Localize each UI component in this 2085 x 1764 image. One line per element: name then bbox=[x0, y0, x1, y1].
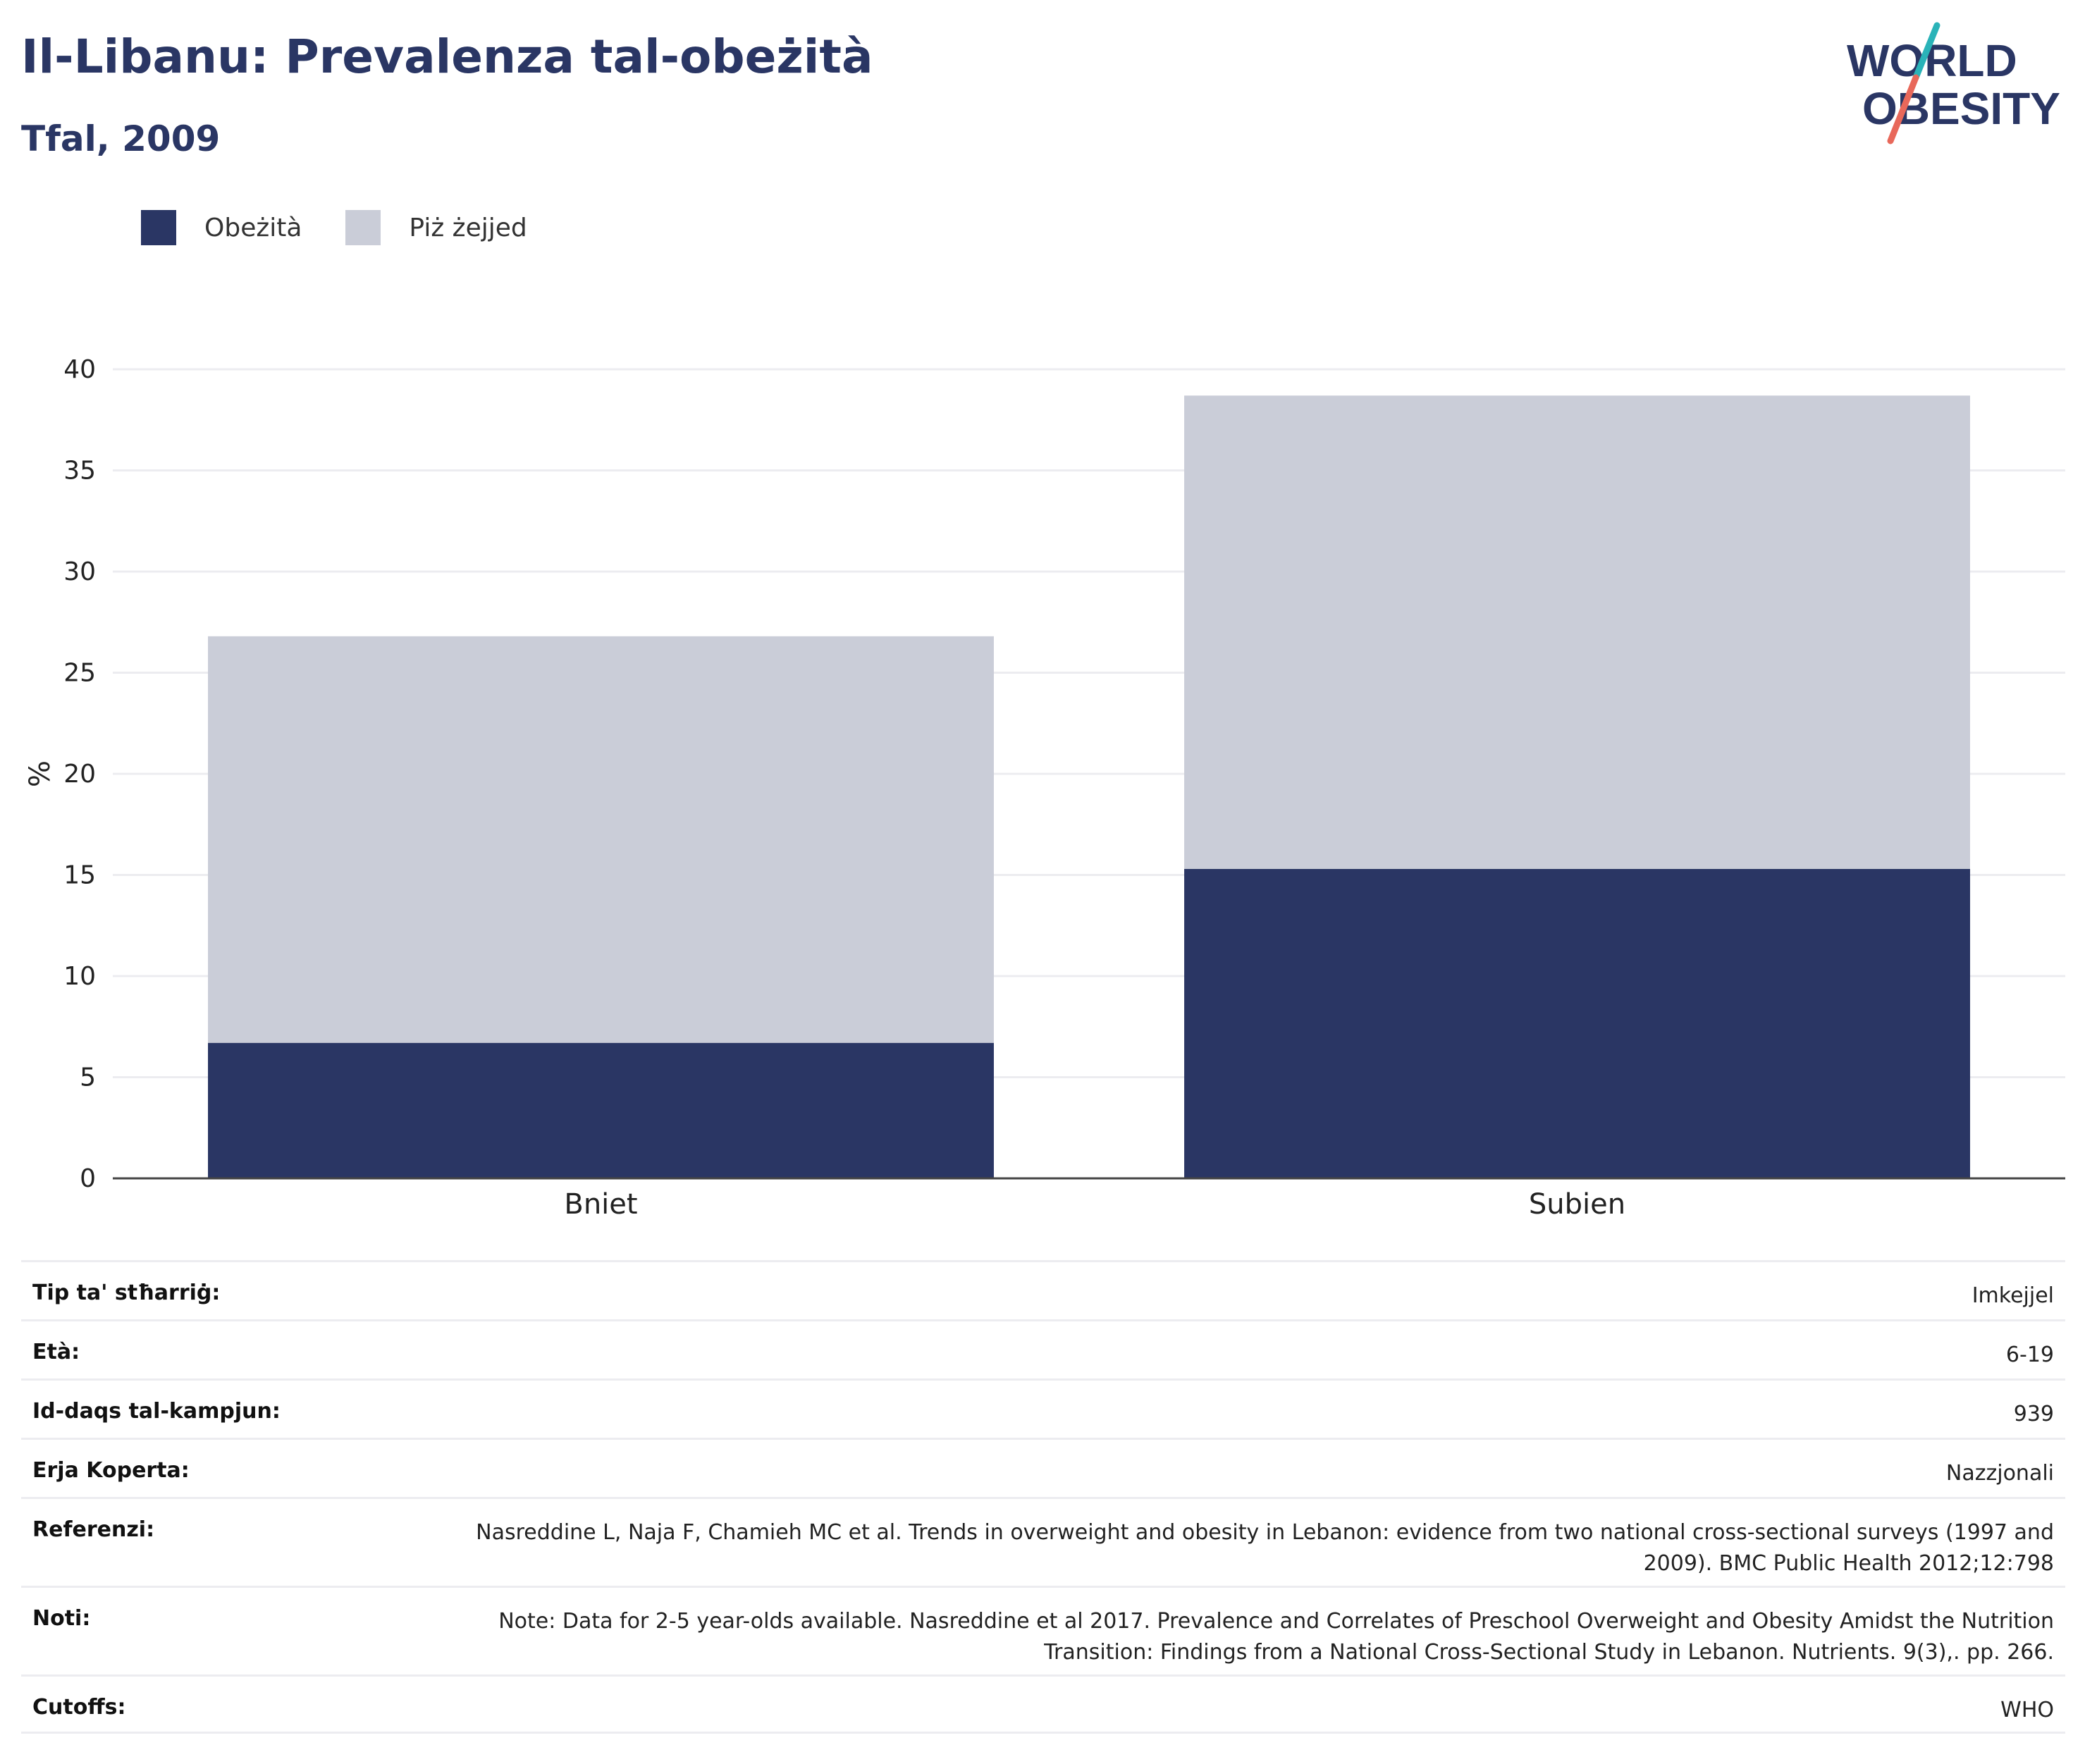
info-label: Tip ta' stħarriġ: bbox=[32, 1281, 221, 1305]
info-value: Imkejjel bbox=[1972, 1283, 2054, 1308]
world-obesity-logo: WORLD OBESITY bbox=[1847, 22, 2060, 144]
y-tick-label: 20 bbox=[63, 760, 96, 789]
legend-item-overweight[interactable]: Piż żejjed bbox=[345, 210, 527, 245]
bar-overweight-subien bbox=[1184, 395, 1970, 869]
legend-item-obesity[interactable]: Obeżità bbox=[141, 210, 302, 245]
info-label: Erja Koperta: bbox=[32, 1458, 190, 1483]
info-label: Referenzi: bbox=[32, 1517, 155, 1542]
x-tick-label: Subien bbox=[1529, 1188, 1625, 1221]
info-row: Cutoffs: WHO bbox=[21, 1674, 2065, 1734]
chart-title: Il-Libanu: Prevalenza tal-obeżità bbox=[21, 30, 873, 84]
y-tick-label: 15 bbox=[63, 861, 96, 890]
y-tick-label: 40 bbox=[63, 355, 96, 384]
y-axis-title: % bbox=[24, 760, 56, 787]
chart-subtitle: Tfal, 2009 bbox=[21, 118, 221, 159]
stacked-bar-chart: 0 5 10 15 20 25 30 35 40% Bniet Subien bbox=[24, 355, 2065, 1221]
info-value: WHO bbox=[2000, 1698, 2054, 1722]
y-tick-label: 0 bbox=[80, 1164, 96, 1193]
legend-label-overweight: Piż żejjed bbox=[409, 213, 527, 242]
info-row: Referenzi: Nasreddine L, Naja F, Chamieh … bbox=[21, 1497, 2065, 1586]
info-value: Nasreddine L, Naja F, Chamieh MC et al. … bbox=[476, 1520, 2054, 1576]
bar-obesity-bniet bbox=[208, 1042, 994, 1178]
legend-swatch-obesity bbox=[141, 210, 176, 245]
y-tick-label: 5 bbox=[80, 1063, 96, 1092]
logo-text-line2: OBESITY bbox=[1862, 83, 2060, 134]
y-tick-label: 35 bbox=[63, 457, 96, 486]
legend-label-obesity: Obeżità bbox=[204, 213, 302, 242]
info-row: Tip ta' stħarriġ: Imkejjel bbox=[21, 1260, 2065, 1319]
info-row: Età: 6-19 bbox=[21, 1319, 2065, 1378]
info-row: Erja Koperta: Nazzjonali bbox=[21, 1438, 2065, 1497]
chart-legend: Obeżità Piż żejjed bbox=[141, 210, 571, 245]
y-tick-label: 30 bbox=[63, 557, 96, 586]
info-row: Noti: Note: Data for 2-5 year-olds availa… bbox=[21, 1586, 2065, 1674]
y-tick-label: 10 bbox=[63, 962, 96, 991]
info-row: Id-daqs tal-kampjun: 939 bbox=[21, 1378, 2065, 1438]
logo-coral-stroke bbox=[1887, 74, 1919, 144]
info-value: 6-19 bbox=[2005, 1343, 2054, 1367]
info-label: Id-daqs tal-kampjun: bbox=[32, 1399, 281, 1424]
survey-info-table: Tip ta' stħarriġ: Imkejjel Età: 6-19 Id-daqs… bbox=[21, 1260, 2065, 1734]
x-tick-label: Bniet bbox=[564, 1188, 637, 1221]
info-label: Noti: bbox=[32, 1606, 91, 1631]
legend-swatch-overweight bbox=[345, 210, 381, 245]
bar-overweight-bniet bbox=[208, 636, 994, 1043]
info-label: Età: bbox=[32, 1340, 80, 1364]
info-value: Note: Data for 2-5 year-olds available. … bbox=[498, 1609, 2054, 1665]
info-value: Nazzjonali bbox=[1945, 1461, 2054, 1486]
logo-teal-stroke bbox=[1912, 22, 1941, 81]
y-tick-label: 25 bbox=[63, 659, 96, 688]
bar-obesity-subien bbox=[1184, 868, 1970, 1178]
info-label: Cutoffs: bbox=[32, 1695, 126, 1720]
info-value: 939 bbox=[2013, 1402, 2054, 1426]
